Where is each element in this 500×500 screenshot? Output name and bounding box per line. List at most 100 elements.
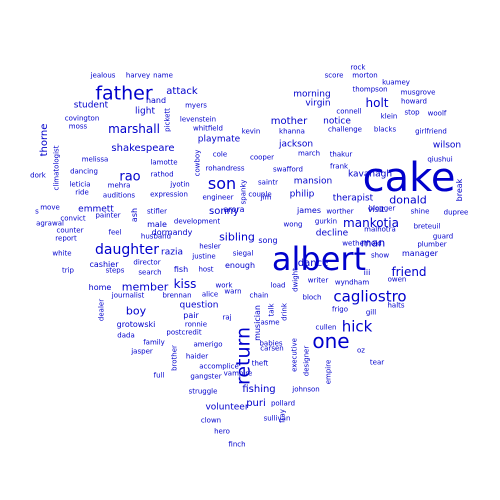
word: work: [215, 281, 233, 290]
word: designer: [302, 345, 311, 377]
word: move: [40, 203, 60, 212]
word: donald: [389, 193, 427, 207]
word: empire: [324, 359, 333, 385]
word: jealous: [90, 71, 116, 80]
word: rao: [119, 169, 141, 185]
word: drink: [280, 303, 289, 321]
word: sullivan: [263, 414, 291, 423]
word: kiss: [173, 277, 197, 291]
word: carsen: [260, 344, 284, 353]
word: executive: [290, 338, 299, 372]
word: mehra: [107, 181, 131, 190]
word: dwight: [291, 268, 300, 292]
word: guard: [432, 232, 454, 241]
word: wetherhold: [342, 239, 382, 248]
word: raj: [222, 313, 232, 322]
word: morning: [293, 89, 331, 100]
word: writer: [307, 276, 329, 285]
word: name: [153, 71, 173, 80]
word: talk: [267, 303, 276, 317]
word: couple: [248, 190, 272, 199]
word: whitfield: [193, 124, 223, 133]
word: siegal: [232, 249, 254, 258]
word: feel: [108, 228, 122, 237]
word: director: [133, 258, 161, 267]
word: harvey: [125, 71, 151, 80]
word: gangster: [190, 372, 222, 381]
word: auditions: [102, 191, 136, 200]
word: hand: [145, 96, 167, 105]
word: connell: [336, 107, 362, 116]
word: pair: [183, 311, 199, 320]
word: trip: [61, 266, 75, 275]
word: alice: [201, 290, 219, 299]
word: virgin: [305, 98, 331, 109]
word: challenge: [328, 125, 362, 134]
word: james: [296, 206, 322, 215]
word: development: [173, 217, 221, 226]
word: cake: [362, 155, 456, 201]
word: notice: [323, 116, 351, 127]
word: cole: [212, 150, 228, 159]
word: howard: [401, 97, 427, 106]
word: hick: [341, 317, 373, 336]
word: cooper: [249, 153, 275, 162]
word: brother: [170, 345, 179, 371]
word: counter: [56, 226, 84, 235]
word: fray: [278, 409, 287, 423]
word: decline: [315, 228, 349, 239]
word: dupree: [443, 208, 469, 217]
word: ride: [75, 188, 89, 197]
word: thakur: [329, 150, 353, 159]
word: fish: [173, 265, 189, 274]
word: host: [198, 265, 214, 274]
word: vampire: [223, 369, 253, 378]
word: hero: [214, 427, 230, 436]
word: chain: [249, 291, 269, 300]
word: struggle: [188, 387, 218, 396]
word: leticia: [69, 180, 91, 189]
word: justine: [192, 252, 216, 261]
word: gill: [365, 308, 377, 317]
word: dancing: [70, 167, 98, 176]
word: fishing: [242, 384, 276, 395]
word: boy: [125, 304, 147, 318]
word: brennan: [162, 291, 192, 300]
word: finch: [228, 440, 246, 449]
word: kuamey: [382, 78, 410, 87]
word: volunteer: [205, 402, 249, 413]
word: haider: [185, 352, 209, 361]
word: man: [360, 236, 386, 250]
word: gurkin: [314, 217, 338, 226]
word: dealer: [97, 298, 106, 322]
word: show: [370, 251, 390, 260]
word: song: [258, 236, 278, 245]
word: girlfriend: [415, 127, 447, 136]
word: agrawal: [36, 219, 64, 228]
word: dormandy: [151, 228, 193, 237]
word: wyndham: [334, 278, 370, 287]
word: rohandress: [205, 164, 245, 173]
word: razia: [161, 247, 183, 258]
word: cashier: [89, 260, 119, 269]
word: malhotra: [364, 225, 396, 234]
word: score: [324, 71, 344, 80]
word: painter: [95, 211, 121, 220]
word: cagliostro: [333, 287, 407, 306]
word: philip: [289, 189, 315, 200]
word: johnson: [292, 385, 320, 394]
word: khanna: [279, 127, 305, 136]
word: frank: [329, 162, 349, 171]
word: klein: [380, 112, 398, 121]
word: manager: [402, 249, 438, 258]
word: emmett: [78, 204, 114, 215]
word: engineer: [202, 193, 234, 202]
word: blogger: [368, 204, 396, 213]
word: grotowski: [116, 320, 156, 329]
word: sonny: [209, 206, 239, 217]
word: plumber: [417, 240, 447, 249]
word: qiushui: [427, 155, 453, 164]
word: puri: [246, 398, 266, 409]
word: therapist: [332, 193, 374, 204]
word: halts: [387, 301, 405, 310]
